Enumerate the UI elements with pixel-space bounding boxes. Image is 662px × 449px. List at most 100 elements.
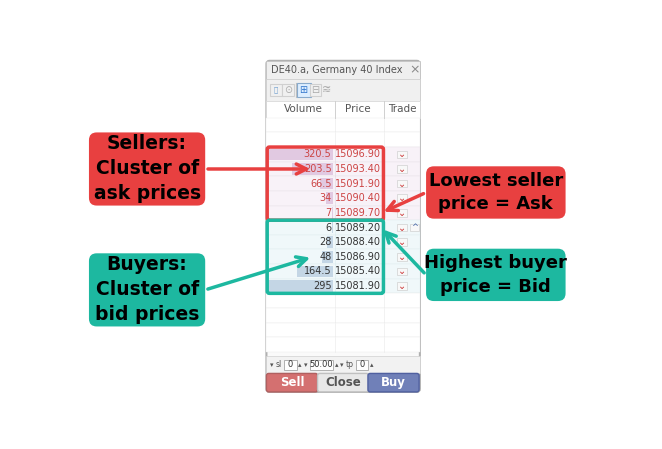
Bar [284, 360, 297, 370]
Text: ▴: ▴ [369, 362, 373, 368]
Bar [266, 101, 420, 118]
Bar [266, 118, 420, 132]
Text: 15090.40: 15090.40 [335, 193, 381, 203]
Text: 164.5: 164.5 [304, 266, 332, 277]
Text: 15091.90: 15091.90 [335, 179, 381, 189]
Text: ⊙: ⊙ [284, 85, 292, 95]
Text: Buyers:
Cluster of
bid prices: Buyers: Cluster of bid prices [95, 255, 199, 324]
Bar [266, 279, 420, 293]
Text: 15085.40: 15085.40 [335, 266, 381, 277]
Text: ▾: ▾ [340, 362, 344, 368]
Text: Highest buyer
price = Bid: Highest buyer price = Bid [424, 254, 567, 296]
Bar [266, 235, 420, 250]
Text: Sell: Sell [280, 376, 305, 389]
Text: ▾: ▾ [304, 362, 307, 368]
Text: ⊞: ⊞ [300, 85, 308, 95]
Bar [266, 176, 420, 191]
Text: ▴: ▴ [298, 362, 302, 368]
Text: ⌄: ⌄ [398, 252, 406, 262]
FancyBboxPatch shape [266, 374, 318, 392]
Bar [397, 224, 406, 231]
Text: ⌄: ⌄ [398, 266, 406, 277]
Bar [266, 337, 420, 352]
Bar [310, 360, 333, 370]
Bar [269, 84, 282, 96]
Bar [292, 163, 333, 175]
Text: 15089.20: 15089.20 [335, 223, 381, 233]
Bar [320, 178, 333, 189]
FancyBboxPatch shape [426, 249, 565, 301]
Bar [397, 253, 406, 260]
Text: 15093.40: 15093.40 [335, 164, 381, 174]
Bar [266, 323, 420, 337]
Text: 320.5: 320.5 [304, 150, 332, 159]
Text: Close: Close [325, 376, 361, 389]
Bar [397, 180, 406, 188]
Text: 28: 28 [319, 237, 332, 247]
Bar [266, 206, 420, 220]
FancyBboxPatch shape [89, 253, 205, 326]
Text: 48: 48 [319, 252, 332, 262]
FancyBboxPatch shape [266, 61, 420, 392]
Bar [266, 250, 420, 264]
FancyBboxPatch shape [89, 132, 205, 206]
Bar [266, 61, 420, 79]
Bar [297, 83, 310, 97]
Text: ⌄: ⌄ [398, 164, 406, 174]
Text: ⌄: ⌄ [398, 150, 406, 159]
Bar [266, 132, 420, 147]
Text: ⌄: ⌄ [398, 179, 406, 189]
Text: 0: 0 [288, 361, 293, 370]
Bar [297, 266, 333, 277]
Text: 34: 34 [319, 193, 332, 203]
Bar [397, 150, 406, 158]
Bar [266, 308, 420, 323]
Bar [266, 147, 420, 162]
Text: DE40.a, Germany 40 Index: DE40.a, Germany 40 Index [271, 65, 402, 75]
Bar [322, 251, 333, 263]
Bar [326, 193, 333, 204]
Text: 295: 295 [313, 281, 332, 291]
Bar [282, 84, 295, 96]
FancyBboxPatch shape [368, 374, 419, 392]
FancyBboxPatch shape [426, 166, 565, 219]
Text: tp: tp [346, 361, 354, 370]
Bar [397, 238, 406, 246]
Bar [266, 293, 420, 308]
Text: Lowest seller
price = Ask: Lowest seller price = Ask [429, 172, 563, 213]
Bar [266, 191, 420, 206]
Text: ⌄: ⌄ [398, 208, 406, 218]
Text: ▴: ▴ [334, 362, 338, 368]
Text: 15081.90: 15081.90 [335, 281, 381, 291]
Bar [268, 280, 333, 292]
Text: 203.5: 203.5 [304, 164, 332, 174]
Text: sl: sl [276, 361, 282, 370]
Text: ^: ^ [411, 223, 418, 232]
Text: ⌄: ⌄ [398, 237, 406, 247]
Bar [332, 207, 333, 219]
Text: ▾: ▾ [270, 362, 274, 368]
Text: 6: 6 [326, 223, 332, 233]
Bar [397, 209, 406, 217]
Text: 0: 0 [359, 361, 364, 370]
Bar [397, 194, 406, 202]
Bar [266, 264, 420, 279]
Bar [410, 224, 419, 231]
Text: 15096.90: 15096.90 [335, 150, 381, 159]
Text: Price: Price [345, 104, 371, 114]
Text: Trade: Trade [388, 104, 416, 114]
Bar [355, 360, 368, 370]
Text: ⊟: ⊟ [311, 85, 319, 95]
Bar [310, 84, 320, 96]
Text: 50.00: 50.00 [310, 361, 333, 370]
Text: ⌄: ⌄ [398, 193, 406, 203]
Bar [332, 222, 333, 233]
Text: ⌄: ⌄ [398, 223, 406, 233]
Text: Volume: Volume [284, 104, 323, 114]
Bar [397, 165, 406, 173]
Text: 15089.70: 15089.70 [335, 208, 381, 218]
Bar [397, 282, 406, 290]
Text: ×: × [409, 64, 420, 76]
Text: Buy: Buy [381, 376, 406, 389]
Text: ⌄: ⌄ [398, 281, 406, 291]
